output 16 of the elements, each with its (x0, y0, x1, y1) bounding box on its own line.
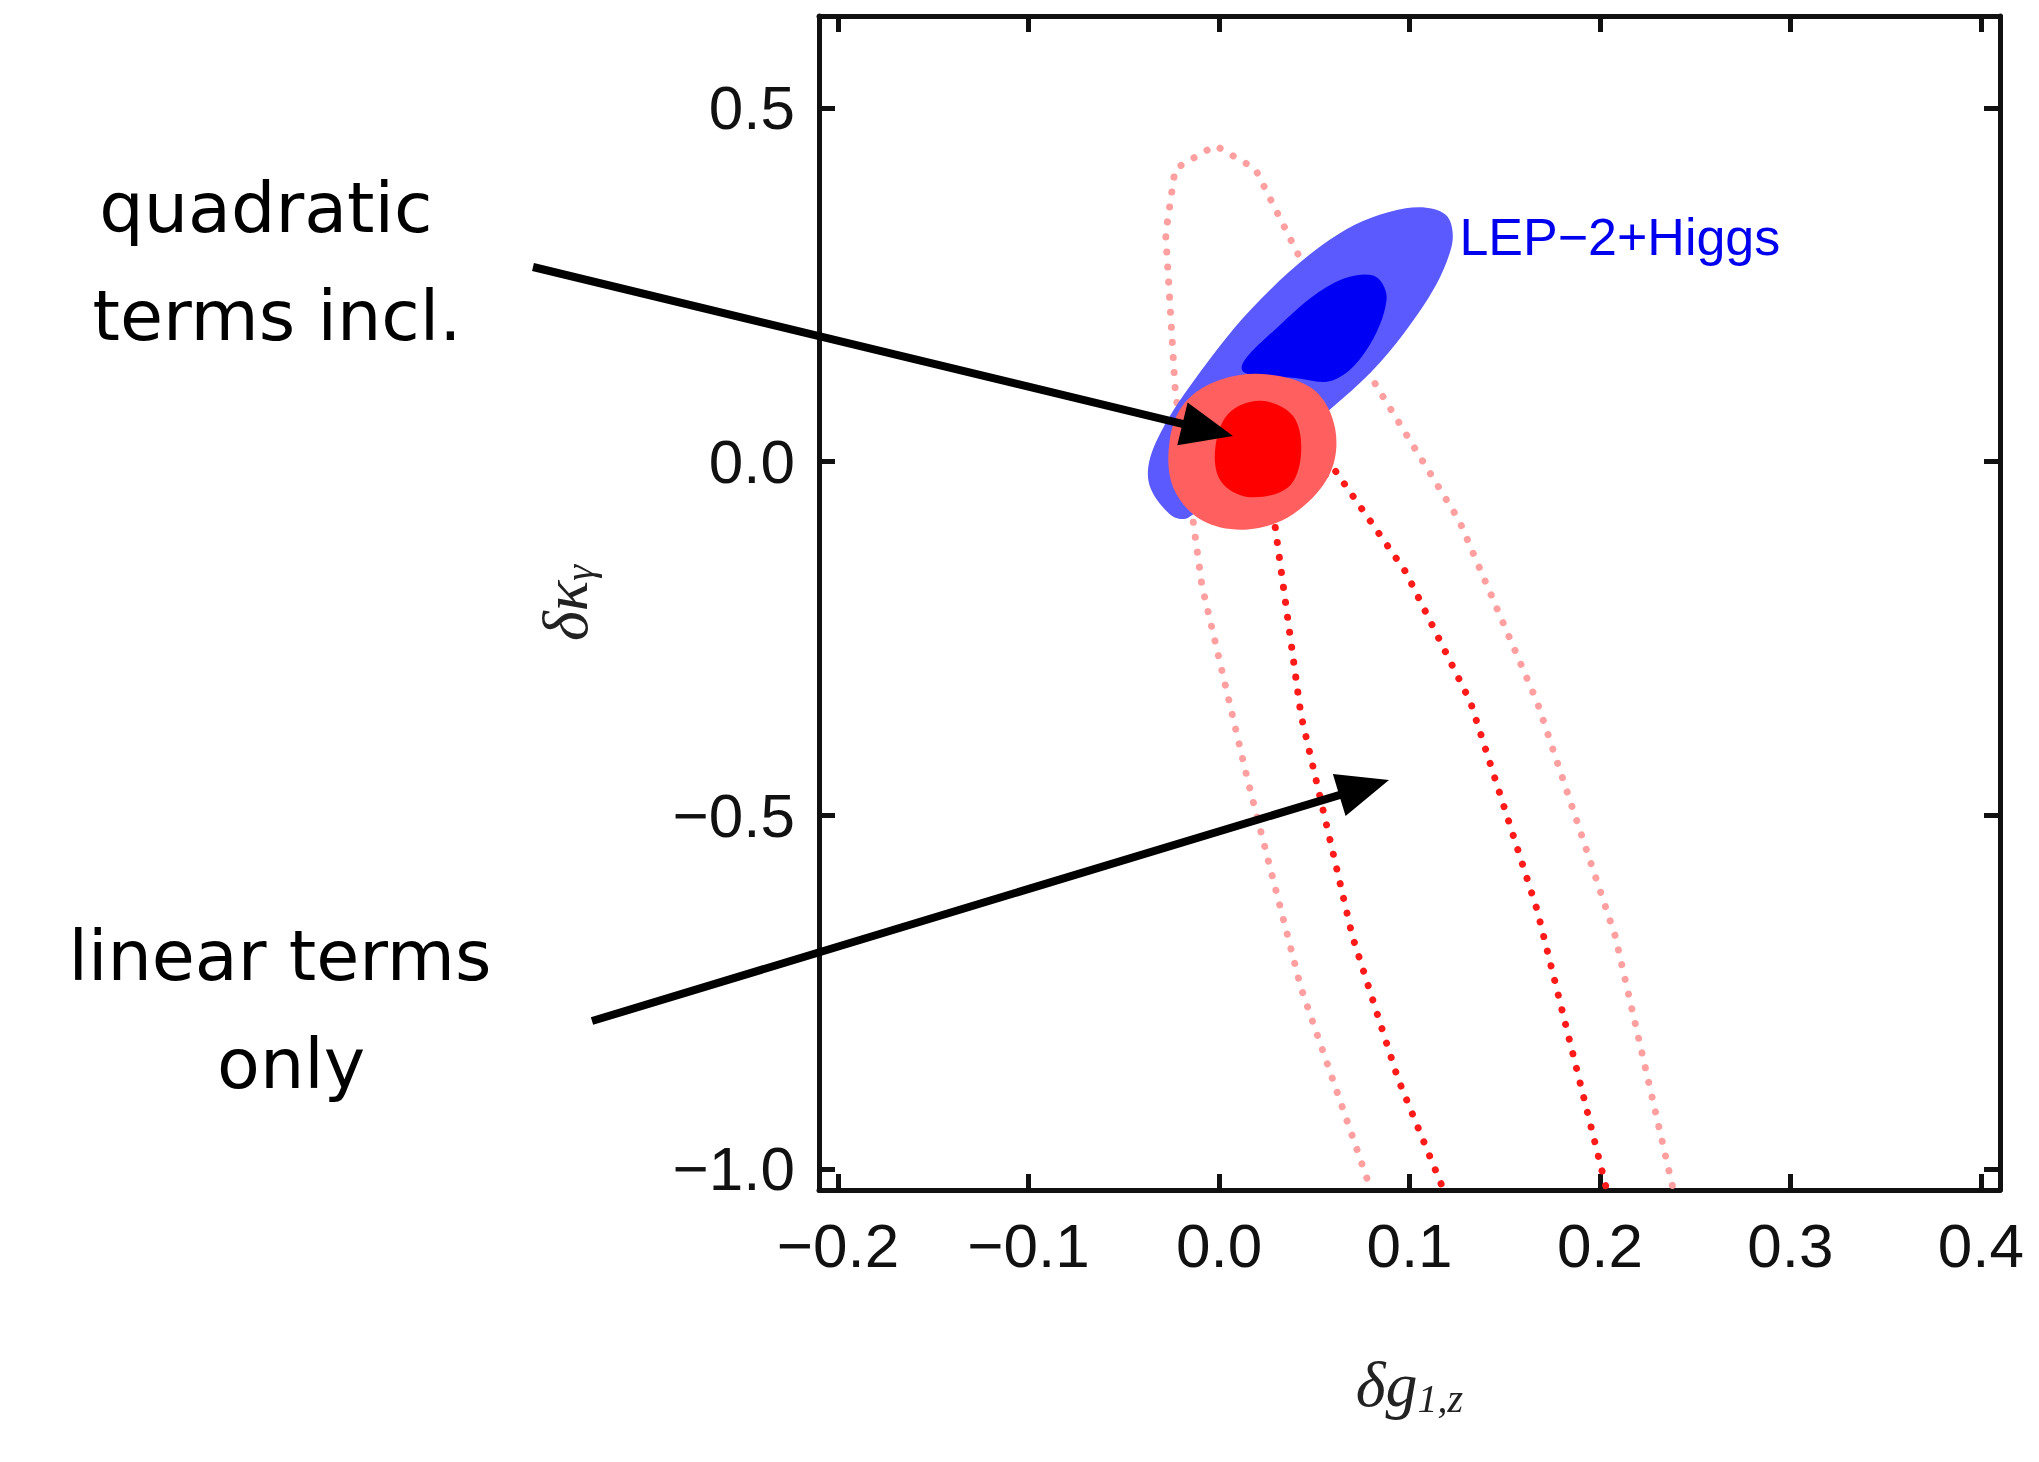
y-tick-label: −1.0 (672, 1134, 795, 1204)
series-label: LEP−2+Higgs (1459, 208, 1781, 267)
x-tick-label: 0.4 (1937, 1210, 2025, 1280)
y-tick-label: 0.5 (708, 73, 795, 143)
x-tick-label: −0.2 (776, 1210, 900, 1280)
y-axis-title: δκγ (529, 563, 602, 642)
x-tick-label: 0.1 (1366, 1210, 1453, 1280)
x-tick-label: 0.3 (1747, 1210, 1834, 1280)
x-tick-label: 0.2 (1556, 1210, 1644, 1280)
x-axis-title: δg1,z (1355, 1348, 1464, 1421)
y-tick-label: −0.5 (672, 780, 795, 850)
x-tick-label: 0.0 (1175, 1210, 1263, 1280)
x-tick-label: −0.1 (967, 1210, 1090, 1280)
y-tick-label: 0.0 (708, 427, 795, 497)
text: linear terms only (68, 915, 492, 1105)
text: quadratic terms incl. (92, 167, 462, 357)
